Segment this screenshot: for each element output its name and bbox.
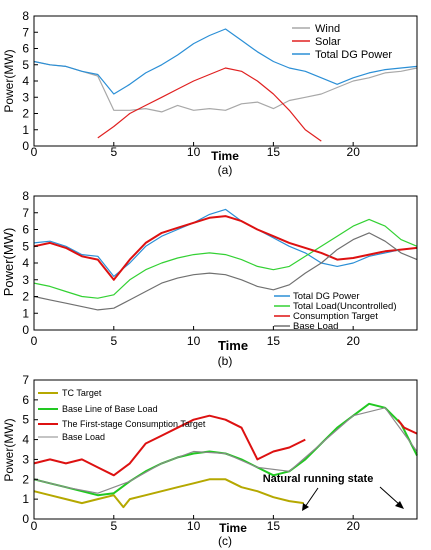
series-line-wind: [33, 60, 418, 113]
panel-a-y-tick: 0: [22, 139, 29, 153]
panel-b-x-tick: 10: [187, 334, 201, 348]
panel-a-y-tick: 4: [22, 74, 29, 88]
panel-b-frame: [33, 195, 418, 331]
panel-a-x-axis-label: Time: [211, 149, 239, 163]
panel-b-y-tick: 3: [22, 273, 29, 287]
panel-c-y-tick: 0: [22, 512, 29, 526]
legend-label-base-line: Base Line of Base Load: [62, 404, 158, 414]
series-line-total-dg-power: [33, 208, 418, 277]
panel-a-y-tick: 3: [22, 90, 29, 104]
panel-c-frame: [33, 379, 418, 520]
panel-a-x-tick: 5: [110, 145, 117, 159]
panel-b-legend: Total DG Power Total Load(Uncontrolled) …: [274, 291, 397, 332]
panel-b-x-tick: 0: [31, 334, 38, 348]
legend-label-total-dg-power: Total DG Power: [315, 49, 392, 61]
series-line-base-load: [33, 232, 418, 311]
panel-b-x-ticks: 0 5 10 15 20: [31, 334, 361, 348]
series-line-total-load-uncontrolled: [33, 218, 418, 299]
panel-b-y-tick: 4: [22, 256, 29, 270]
panel-c-y-ticks: 0 1 2 3 4 5 6 7: [22, 373, 29, 526]
panel-b-y-tick: 0: [22, 323, 29, 337]
panel-a-x-tick: 20: [347, 145, 361, 159]
panel-b-y-tick: 8: [22, 189, 29, 203]
panel-a-y-tick: 7: [22, 25, 29, 39]
annotation-arrow-shaft: [379, 486, 401, 506]
panel-c-x-tick: 0: [31, 519, 38, 533]
panel-c-x-tick: 5: [110, 519, 117, 533]
series-line-total-dg-power: [33, 28, 418, 95]
panel-a-caption: (a): [218, 163, 233, 177]
panel-b-caption: (b): [218, 354, 233, 368]
panel-c-legend: TC Target Base Line of Base Load The Fir…: [38, 388, 206, 442]
series-line-solar: [97, 67, 322, 142]
annotation-arrow-shaft: [304, 487, 319, 508]
panel-c-x-ticks: 0 5 10 15 20: [31, 519, 361, 533]
panel-c-annotation-right: [379, 486, 404, 509]
panel-a-y-axis-label: Power(MW): [2, 49, 16, 112]
panel-b-y-tick: 5: [22, 239, 29, 253]
panel-c-y-tick: 3: [22, 452, 29, 466]
panel-a-y-tick: 1: [22, 123, 29, 137]
panel-a-x-tick: 0: [31, 145, 38, 159]
panel-c-y-axis-label: Power(MW): [2, 418, 16, 481]
panel-a-frame: [33, 15, 418, 147]
panel-b-y-axis-label: Power(MW): [1, 228, 16, 297]
annotation-arrow-head-icon: [302, 503, 309, 511]
legend-label-solar: Solar: [315, 36, 341, 48]
panel-b-y-ticks: 0 1 2 3 4 5 6 7 8: [22, 189, 29, 337]
panel-a-y-ticks: 0 1 2 3 4 5 6 7 8: [22, 9, 29, 153]
panel-a-series: [33, 15, 418, 147]
panel-b-y-tick: 6: [22, 223, 29, 237]
panel-b-x-tick: 5: [110, 334, 117, 348]
panel-c-x-tick: 20: [347, 519, 361, 533]
panel-a-y-tick: 2: [22, 107, 29, 121]
panel-c-y-tick: 1: [22, 492, 29, 506]
panel-c-x-tick: 15: [267, 519, 281, 533]
panel-c-caption: (c): [218, 534, 232, 548]
annotation-natural-running-state: Natural running state: [263, 473, 374, 485]
panel-c-series: [33, 379, 418, 520]
panel-a-legend: Wind Solar Total DG Power: [292, 23, 392, 61]
panel-a-y-tick: 5: [22, 58, 29, 72]
panel-b-x-tick: 15: [267, 334, 281, 348]
series-line-tc-target: [33, 478, 304, 509]
panel-c-y-tick: 7: [22, 373, 29, 387]
panel-b: 0 5 10 15 20 0 1 2 3 4 5 6 7 8 Time (b) …: [1, 189, 418, 368]
legend-label-total-load: Total Load(Uncontrolled): [293, 301, 397, 312]
legend-label-consumption-target: Consumption Target: [293, 311, 378, 322]
legend-label-tc-target: TC Target: [62, 388, 102, 398]
panel-c-y-tick: 2: [22, 472, 29, 486]
panel-c-y-tick: 5: [22, 413, 29, 427]
panel-a-y-tick: 6: [22, 42, 29, 56]
legend-label-total-dg-power: Total DG Power: [293, 291, 360, 302]
panel-c-y-tick: 6: [22, 393, 29, 407]
panel-b-y-tick: 7: [22, 206, 29, 220]
panel-b-x-axis-label: Time: [218, 338, 248, 353]
legend-label-base-load: Base Load: [62, 432, 105, 442]
legend-label-first-stage-target: The First-stage Consumption Target: [62, 419, 206, 429]
panel-c-y-tick: 4: [22, 433, 29, 447]
panel-b-x-tick: 20: [347, 334, 361, 348]
series-line-the-first-stage-consumption-target: [33, 414, 306, 477]
series-line-consumption-target: [33, 215, 418, 281]
panel-a-y-tick: 8: [22, 9, 29, 23]
panel-c: 0 5 10 15 20 0 1 2 3 4 5 6 7 Time (c) Po…: [2, 373, 418, 548]
panel-a: 0 5 10 15 20 0 1 2 3 4 5 6 7 8 Time (a) …: [2, 9, 418, 177]
panel-c-x-tick: 10: [187, 519, 201, 533]
series-line-base-load: [33, 407, 418, 494]
panel-a-x-tick: 15: [267, 145, 281, 159]
legend-label-base-load: Base Load: [293, 321, 338, 332]
panel-a-x-ticks: 0 5 10 15 20: [31, 145, 361, 159]
panel-c-x-axis-label: Time: [219, 521, 247, 535]
panel-b-y-tick: 2: [22, 290, 29, 304]
annotation-arrow-head-icon: [395, 501, 404, 509]
panel-c-annotation-left: Natural running state: [263, 473, 374, 511]
panel-b-y-tick: 1: [22, 306, 29, 320]
series-line-the-first-stage-consumption-target: [397, 419, 418, 435]
panel-b-series: [33, 195, 418, 331]
panel-a-x-tick: 10: [187, 145, 201, 159]
legend-label-wind: Wind: [315, 23, 340, 35]
